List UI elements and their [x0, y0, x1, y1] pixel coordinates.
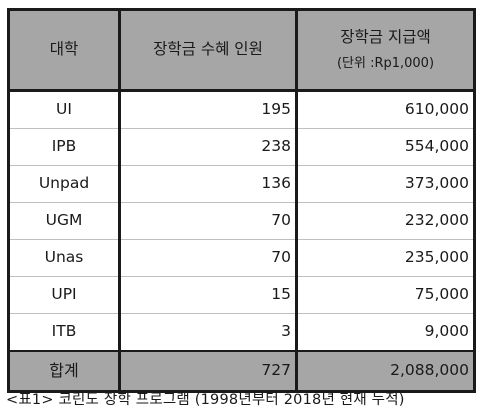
table-row: UI 195 610,000 — [7, 90, 476, 129]
cell-university: Unpad — [7, 165, 121, 203]
table-row: UGM 70 232,000 — [7, 202, 476, 240]
cell-university: IPB — [7, 128, 121, 166]
scholarship-table: 대학 장학금 수혜 인원 장학금 지급액 (단위 :Rp1,000) UI 19… — [7, 8, 476, 393]
table-row: ITB 3 9,000 — [7, 313, 476, 352]
total-row: 합계 727 2,088,000 — [7, 350, 476, 393]
cell-amount: 232,000 — [296, 202, 476, 240]
total-label: 합계 — [7, 350, 121, 393]
cell-amount: 373,000 — [296, 165, 476, 203]
cell-recipients: 238 — [119, 128, 298, 166]
cell-university: ITB — [7, 313, 121, 352]
header-recipients: 장학금 수혜 인원 — [119, 8, 298, 92]
table-row: UPI 15 75,000 — [7, 276, 476, 314]
cell-recipients: 3 — [119, 313, 298, 352]
cell-amount: 610,000 — [296, 90, 476, 129]
cell-recipients: 70 — [119, 202, 298, 240]
header-amount-unit: (단위 :Rp1,000) — [336, 56, 435, 72]
header-amount: 장학금 지급액 (단위 :Rp1,000) — [296, 8, 476, 92]
cell-recipients: 195 — [119, 90, 298, 129]
total-amount: 2,088,000 — [296, 350, 476, 393]
cell-amount: 235,000 — [296, 239, 476, 277]
cell-university: UPI — [7, 276, 121, 314]
cell-recipients: 15 — [119, 276, 298, 314]
cell-amount: 554,000 — [296, 128, 476, 166]
cell-university: Unas — [7, 239, 121, 277]
cell-recipients: 70 — [119, 239, 298, 277]
cell-amount: 9,000 — [296, 313, 476, 352]
table-row: Unas 70 235,000 — [7, 239, 476, 277]
table-row: IPB 238 554,000 — [7, 128, 476, 166]
header-row: 대학 장학금 수혜 인원 장학금 지급액 (단위 :Rp1,000) — [7, 8, 476, 92]
scholarship-table-container: 대학 장학금 수혜 인원 장학금 지급액 (단위 :Rp1,000) UI 19… — [7, 8, 476, 393]
cell-recipients: 136 — [119, 165, 298, 203]
cell-university: UI — [7, 90, 121, 129]
header-university: 대학 — [7, 8, 121, 92]
total-recipients: 727 — [119, 350, 298, 393]
table-row: Unpad 136 373,000 — [7, 165, 476, 203]
table-caption: <표1> 코린도 장학 프로그램 (1998년부터 2018년 현재 누적) — [6, 392, 405, 408]
cell-amount: 75,000 — [296, 276, 476, 314]
cell-university: UGM — [7, 202, 121, 240]
